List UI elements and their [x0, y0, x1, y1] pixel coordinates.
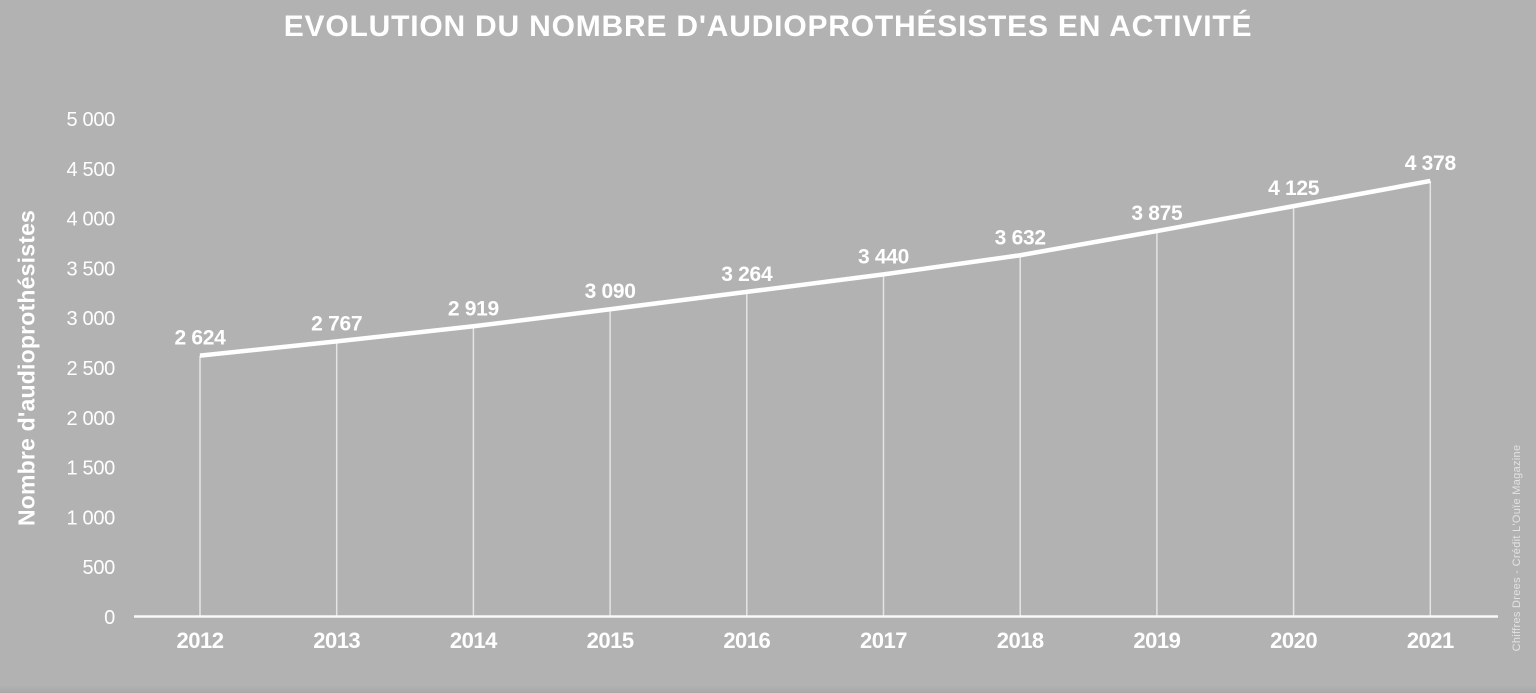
year-tick-label: 2015	[587, 628, 634, 653]
year-tick-label: 2012	[177, 628, 224, 653]
year-tick-label: 2018	[997, 628, 1044, 653]
y-tick-label: 0	[104, 607, 115, 629]
y-tick-label: 4 000	[66, 209, 115, 231]
y-tick-label: 3 000	[66, 308, 115, 330]
trend-line	[199, 178, 1431, 358]
year-tick-label: 2013	[313, 628, 360, 653]
data-point-label: 2 919	[448, 297, 499, 320]
data-point-label: 2 624	[174, 327, 226, 350]
y-tick-label: 3 500	[66, 258, 115, 280]
year-tick-label: 2021	[1407, 628, 1454, 653]
data-point-label: 3 264	[721, 263, 773, 286]
year-tick-label: 2016	[723, 628, 770, 653]
y-tick-label: 500	[83, 557, 116, 579]
data-point-label: 2 767	[311, 312, 362, 335]
y-tick-label: 5 000	[66, 109, 115, 131]
data-point-label: 4 378	[1405, 152, 1457, 175]
credit-text: Chiffres Drees - Crédit L'Ouïe Magazine	[1511, 444, 1523, 652]
data-point-label: 3 440	[858, 245, 909, 268]
y-tick-label: 2 500	[66, 358, 115, 380]
data-point-label: 3 632	[995, 226, 1046, 249]
y-tick-label: 4 500	[66, 159, 115, 181]
year-tick-label: 2017	[860, 628, 907, 653]
chart-title: EVOLUTION DU NOMBRE D'AUDIOPROTHÉSISTES …	[283, 10, 1253, 43]
data-point-label: 3 090	[585, 280, 636, 303]
y-tick-label: 1 500	[66, 458, 115, 480]
data-point-label: 4 125	[1268, 177, 1320, 200]
data-point-label: 3 875	[1131, 202, 1183, 225]
year-tick-label: 2014	[450, 628, 498, 653]
y-tick-label: 2 000	[66, 408, 115, 430]
year-tick-label: 2020	[1270, 628, 1317, 653]
year-tick-label: 2019	[1133, 628, 1180, 653]
y-tick-label: 1 000	[66, 507, 115, 529]
